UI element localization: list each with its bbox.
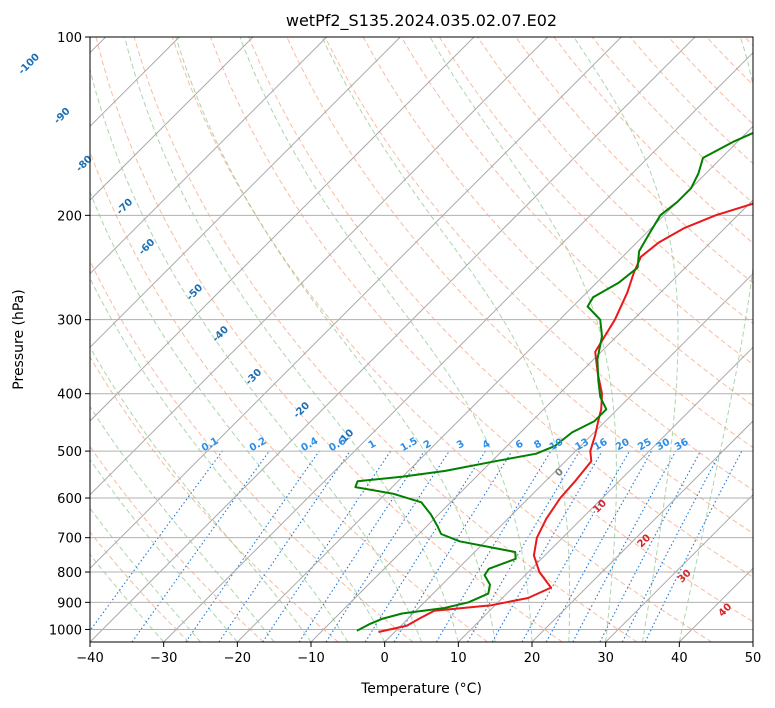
moist-adiabat <box>678 37 753 642</box>
moist-adiabat <box>573 37 679 642</box>
mixing-ratio-label: 3 <box>455 438 467 451</box>
y-axis-title: Pressure (hPa) <box>11 289 27 389</box>
x-tick-label: 30 <box>597 651 614 666</box>
moist-adiabat <box>90 458 238 642</box>
plot-frame <box>89 36 754 643</box>
profiles <box>354 131 753 633</box>
temperature-profile <box>378 202 753 633</box>
dry-adiabat <box>90 531 190 642</box>
moist-adiabat <box>90 405 275 642</box>
dry-adiabat <box>438 37 753 366</box>
mixing-ratio-line <box>325 450 450 642</box>
x-axis: −40 −30 −20 −10 0 10 20 30 40 50 <box>76 642 761 666</box>
moist-adiabat <box>90 190 386 642</box>
mixing-ratio-label: 2 <box>422 438 434 451</box>
mixing-ratio-line <box>644 450 743 642</box>
y-tick-label: 800 <box>57 566 82 581</box>
isotherm <box>90 37 401 349</box>
dry-adiabat <box>210 37 753 623</box>
x-tick-label: −30 <box>150 651 177 666</box>
y-tick-label: 300 <box>57 314 82 329</box>
dry-adiabat <box>248 37 753 578</box>
isotherm <box>605 493 753 642</box>
mixing-ratio-line <box>218 450 351 642</box>
dry-adiabat <box>133 37 638 642</box>
y-axis: 1000 900 800 700 600 500 400 300 200 100 <box>49 31 90 638</box>
chart-title: wetPf2_S135.2024.035.02.07.E02 <box>286 11 557 31</box>
moist-adiabat <box>429 37 617 642</box>
moist-adiabat <box>124 37 459 642</box>
isotherm <box>90 37 549 496</box>
x-axis-title: Temperature (°C) <box>360 681 482 697</box>
x-tick-label: −40 <box>76 651 103 666</box>
pressure-grid <box>90 37 753 630</box>
mixing-ratio-line <box>90 450 223 632</box>
isotherm <box>384 272 753 642</box>
dry-adiabat <box>400 37 753 407</box>
mixing-ratio-line <box>131 450 270 642</box>
mixing-ratio-label: 1 <box>367 438 379 451</box>
dry-adiabat <box>324 37 753 491</box>
moist-adiabat <box>90 67 422 642</box>
dry-adiabat <box>90 356 339 642</box>
x-tick-label: −10 <box>297 651 324 666</box>
mixing-ratio-line <box>185 450 320 642</box>
isotherm <box>90 37 328 275</box>
isotherm <box>163 51 753 642</box>
mixing-ratio-line <box>521 450 630 642</box>
isotherm <box>90 37 254 201</box>
x-tick-label: 40 <box>671 651 688 666</box>
y-tick-label: 900 <box>57 596 82 611</box>
dry-adiabat <box>515 37 753 284</box>
x-tick-label: −20 <box>224 651 251 666</box>
dry-adiabat <box>90 150 488 642</box>
isotherm <box>90 37 622 570</box>
mixing-ratio-label: 8 <box>532 438 544 451</box>
isotherm <box>531 420 753 642</box>
moist-adiabat <box>175 37 496 642</box>
y-tick-label: 600 <box>57 492 82 507</box>
moist-adiabat <box>321 37 571 642</box>
background-lines <box>90 37 753 642</box>
isotherm <box>90 37 696 642</box>
x-tick-label: 10 <box>450 651 467 666</box>
isotherm <box>457 346 753 642</box>
mixing-ratio-label: 4 <box>481 438 493 451</box>
x-tick-label: 20 <box>524 651 541 666</box>
mixing-ratio-line <box>572 450 677 642</box>
y-tick-label: 700 <box>57 532 82 547</box>
y-tick-label: 500 <box>57 445 82 460</box>
isotherm <box>310 199 753 642</box>
dry-adiabat <box>171 37 712 642</box>
mixing-ratio-line <box>545 450 653 642</box>
dewpoint-profile <box>354 131 753 632</box>
y-tick-label: 400 <box>57 388 82 403</box>
moist-adiabat <box>90 277 349 642</box>
y-tick-label: 200 <box>57 209 82 224</box>
mixing-ratio-line <box>262 450 392 642</box>
x-tick-label: 0 <box>381 651 389 666</box>
y-tick-label: 100 <box>57 31 82 46</box>
y-tick-label: 1000 <box>49 623 82 638</box>
mixing-ratio-label: 6 <box>514 438 526 451</box>
dry-adiabat <box>90 445 264 642</box>
moist-adiabat <box>239 37 533 642</box>
dry-adiabat <box>95 37 563 642</box>
isotherm <box>90 37 475 422</box>
mixing-ratio-line <box>393 450 513 642</box>
x-tick-label: 50 <box>745 651 762 666</box>
